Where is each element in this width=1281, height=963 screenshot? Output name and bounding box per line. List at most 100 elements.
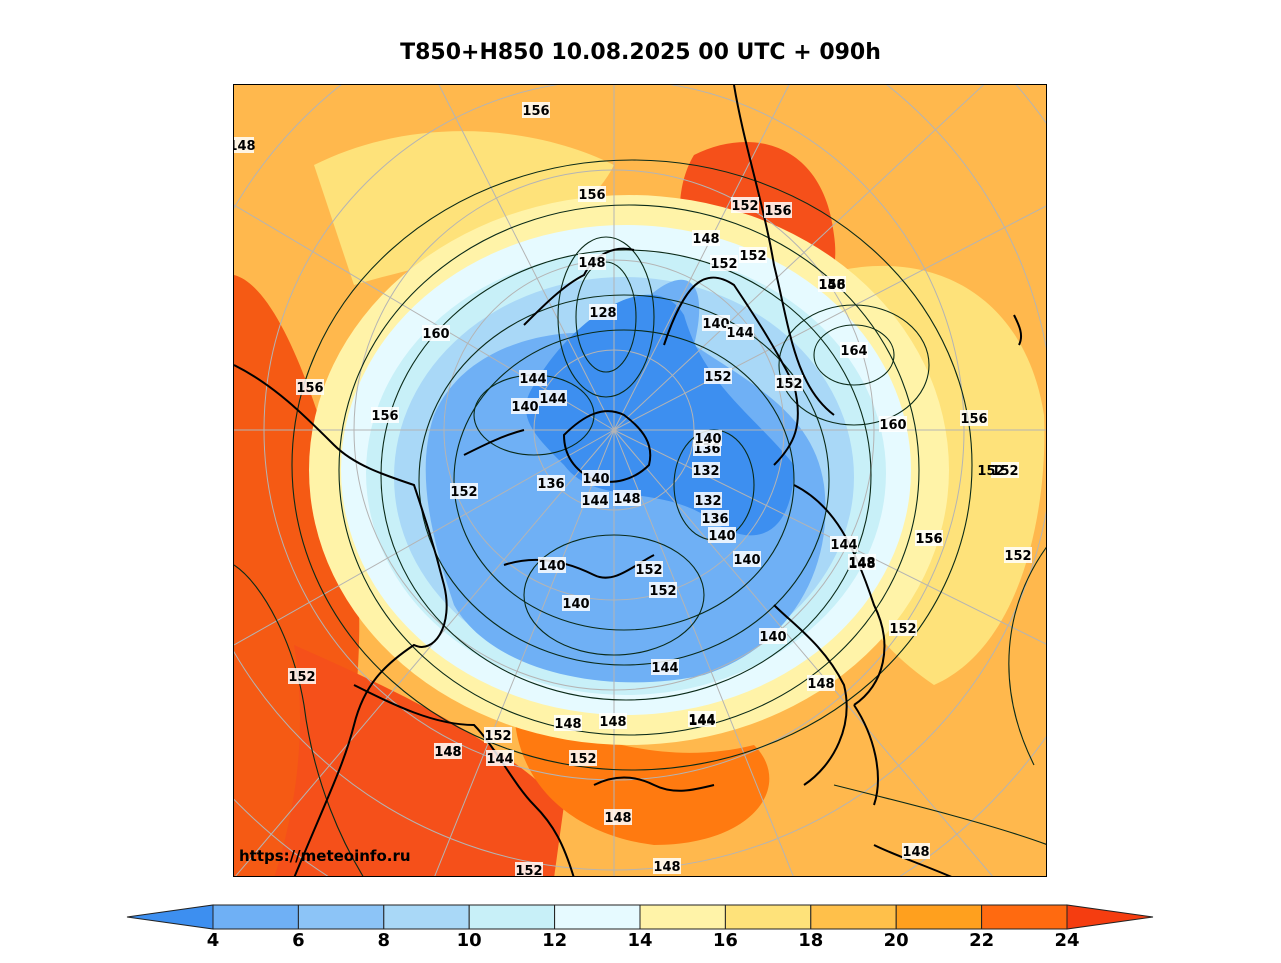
colorbar-tick-label: 4 (206, 930, 220, 951)
svg-text:140: 140 (562, 597, 589, 612)
svg-text:148: 148 (613, 492, 640, 507)
svg-text:140: 140 (708, 529, 735, 544)
svg-text:152: 152 (710, 257, 737, 272)
contour-label: 156 (764, 202, 792, 219)
contour-label: 152 (739, 247, 767, 264)
contour-label: 144 (519, 370, 547, 387)
source-watermark: https://meteoinfo.ru (239, 847, 411, 865)
contour-label: 148 (692, 230, 720, 247)
svg-text:152: 152 (704, 370, 731, 385)
svg-text:152: 152 (484, 729, 511, 744)
contour-label: 152 (484, 727, 512, 744)
svg-text:144: 144 (651, 661, 678, 676)
svg-text:148: 148 (434, 745, 461, 760)
contour-label: 144 (539, 390, 567, 407)
height-contours (234, 159, 1046, 876)
colorbar (126, 904, 1154, 930)
svg-text:144: 144 (519, 372, 546, 387)
svg-text:144: 144 (688, 713, 715, 728)
svg-text:156: 156 (522, 104, 549, 119)
contour-label: 140 (702, 315, 730, 332)
colorbar-high-extend (1066, 904, 1154, 930)
contour-label: 148 (613, 490, 641, 507)
contour-label: 156 (371, 407, 399, 424)
colorbar-tick-label: 18 (798, 930, 824, 951)
svg-text:152: 152 (991, 464, 1018, 479)
contour-label: 148 (599, 713, 627, 730)
svg-text:140: 140 (702, 317, 729, 332)
yellow-area-northwest (314, 131, 614, 285)
contour-label: 140 (733, 551, 761, 568)
colorbar-tick-label: 20 (883, 930, 909, 951)
contour-label: 148 (653, 858, 681, 875)
svg-text:156: 156 (818, 278, 845, 293)
svg-text:148: 148 (848, 556, 875, 571)
colorbar-segment (810, 904, 897, 930)
contour-label: 128 (589, 304, 617, 321)
contour-label: 156 (960, 410, 988, 427)
coastlines (234, 85, 1023, 876)
svg-text:144: 144 (486, 752, 513, 767)
contour-label: 152 (288, 668, 316, 685)
contour-label: 152 (991, 462, 1019, 479)
svg-text:152: 152 (1004, 549, 1031, 564)
contour-label: 140 (759, 628, 787, 645)
contour-label: 156 (578, 186, 606, 203)
contour-label: 152 (710, 255, 738, 272)
colorbar-tick-label: 14 (627, 930, 653, 951)
svg-text:156: 156 (915, 532, 942, 547)
svg-text:152: 152 (515, 864, 542, 877)
contour-label: 148 (848, 554, 876, 571)
colorbar-segment (468, 904, 556, 930)
chart-title: T850+H850 10.08.2025 00 UTC + 090h (400, 40, 881, 65)
contour-label: 152 (731, 197, 759, 214)
svg-text:152: 152 (649, 584, 676, 599)
svg-text:152: 152 (889, 622, 916, 637)
svg-text:132: 132 (694, 494, 721, 509)
svg-text:164: 164 (840, 344, 867, 359)
contour-label: 152 (889, 620, 917, 637)
svg-text:140: 140 (582, 472, 609, 487)
colorbar-tick-label: 24 (1054, 930, 1080, 951)
polar-map: 156 156 152 156 148 148 152 152 148 148 … (233, 84, 1047, 877)
colorbar-ticks: 4 6 8 10 12 14 16 18 20 22 24 (0, 930, 1281, 956)
colorbar-tick-label: 22 (969, 930, 995, 951)
svg-text:140: 140 (733, 553, 760, 568)
contour-label: 152 (569, 750, 597, 767)
contour-label: 152 (977, 464, 1004, 479)
svg-text:160: 160 (422, 327, 449, 342)
contour-label: 140 (562, 595, 590, 612)
contour-label: 144 (581, 492, 609, 509)
colorbar-low-extend (126, 904, 214, 930)
contour-label: 148 (902, 843, 930, 860)
colorbar-segment (895, 904, 983, 930)
colorbar-tick-label: 8 (377, 930, 391, 951)
contour-label: 156 (522, 102, 550, 119)
contour-label: 144 (688, 714, 715, 729)
colorbar-segment (981, 904, 1068, 930)
svg-text:144: 144 (726, 326, 753, 341)
contour-label: 132 (692, 462, 720, 479)
colorbar-tick-label: 6 (292, 930, 305, 951)
contour-label: 144 (830, 536, 858, 553)
svg-text:156: 156 (960, 412, 987, 427)
svg-text:156: 156 (764, 204, 791, 219)
svg-text:148: 148 (807, 677, 834, 692)
contour-label: 140 (708, 527, 736, 544)
warm-area-southwest (274, 645, 564, 876)
svg-text:144: 144 (581, 494, 608, 509)
svg-text:128: 128 (589, 306, 616, 321)
contour-label: 148 (818, 276, 846, 293)
contour-label: 148 (434, 743, 462, 760)
svg-text:148: 148 (234, 139, 256, 154)
colorbar-segment (554, 904, 641, 930)
colorbar-tick-label: 16 (712, 930, 738, 951)
colorbar-tick-label: 12 (542, 930, 568, 951)
svg-text:148: 148 (902, 845, 929, 860)
svg-text:152: 152 (977, 464, 1004, 479)
svg-text:140: 140 (759, 630, 786, 645)
svg-text:160: 160 (879, 418, 906, 433)
contour-label: 156 (915, 530, 943, 547)
contour-label: 152 (1004, 547, 1032, 564)
svg-text:144: 144 (539, 392, 566, 407)
